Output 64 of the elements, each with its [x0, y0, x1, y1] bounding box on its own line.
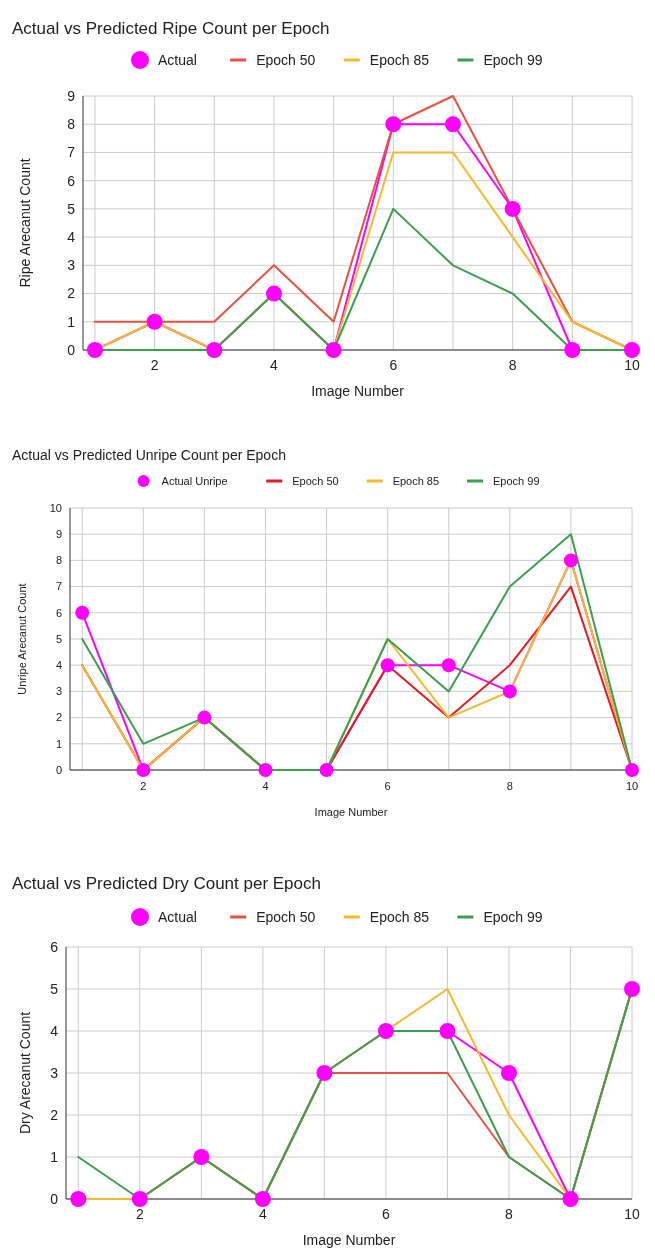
y-tick-label: 3: [50, 1064, 59, 1081]
y-tick-label: 3: [67, 257, 76, 274]
legend-label: Epoch 50: [256, 908, 316, 925]
x-tick-label: 10: [624, 1206, 640, 1222]
y-tick-label: 5: [67, 200, 76, 217]
legend-label: Epoch 50: [292, 474, 339, 487]
y-tick-label: 0: [50, 1190, 59, 1207]
y-tick-label: 0: [67, 341, 76, 358]
y-tick-label: 7: [67, 144, 76, 161]
legend-label: Actual: [158, 51, 197, 68]
x-axis-title: Image Number: [302, 1232, 396, 1248]
y-tick-label: 2: [67, 285, 76, 302]
y-tick-label: 1: [55, 737, 62, 750]
legend-label: Epoch 99: [493, 474, 540, 487]
x-tick-label: 6: [382, 1206, 391, 1222]
y-axis-title: Dry Arecanut Count: [17, 1011, 33, 1135]
legend-label: Epoch 85: [369, 51, 430, 68]
legend-label: Actual: [158, 908, 197, 925]
x-tick-label: 2: [135, 1206, 144, 1222]
y-tick-label: 10: [49, 501, 62, 514]
x-tick-label: 8: [506, 780, 513, 792]
x-tick-label: 4: [258, 1206, 267, 1222]
x-tick-label: 2: [150, 357, 159, 373]
x-tick-label: 2: [140, 780, 147, 792]
legend-label: Actual Unripe: [161, 474, 228, 487]
legend-label: Epoch 99: [483, 51, 543, 68]
y-tick-label: 1: [50, 1148, 59, 1165]
chart-title: Actual vs Predicted Ripe Count per Epoch: [12, 18, 330, 38]
y-tick-label: 5: [50, 980, 59, 997]
y-tick-label: 6: [55, 606, 62, 619]
x-tick-label: 10: [624, 357, 640, 373]
y-tick-label: 5: [55, 632, 62, 645]
x-tick-label: 6: [384, 780, 391, 792]
x-tick-label: 8: [505, 1206, 514, 1222]
y-tick-label: 4: [67, 229, 76, 246]
y-tick-label: 9: [55, 528, 62, 541]
legend-label: Epoch 85: [392, 474, 440, 487]
x-tick-label: 4: [270, 357, 279, 373]
y-tick-label: 6: [50, 938, 59, 955]
legend-label: Epoch 50: [256, 51, 316, 68]
legend-label: Epoch 99: [483, 908, 543, 925]
y-tick-label: 7: [55, 580, 62, 593]
y-tick-label: 3: [55, 685, 62, 698]
x-tick-label: 8: [508, 357, 517, 373]
x-tick-label: 4: [262, 780, 269, 792]
chart-title: Actual vs Predicted Unripe Count per Epoch: [12, 446, 286, 463]
y-tick-label: 2: [55, 711, 62, 724]
y-tick-label: 8: [67, 116, 76, 133]
y-tick-label: 9: [67, 87, 76, 104]
legend-label: Epoch 85: [369, 908, 430, 925]
x-tick-label: 10: [625, 780, 639, 792]
y-axis-title: Unripe Arecanut Count: [16, 583, 28, 695]
x-axis-title: Image Number: [314, 806, 388, 818]
y-tick-label: 6: [67, 172, 76, 189]
y-tick-label: 4: [55, 659, 62, 672]
y-axis-title: Ripe Arecanut Count: [17, 158, 33, 288]
y-tick-label: 1: [67, 313, 76, 330]
x-tick-label: 6: [389, 357, 398, 373]
chart-title: Actual vs Predicted Dry Count per Epoch: [12, 873, 321, 893]
x-axis-title: Image Number: [311, 383, 405, 399]
y-tick-label: 0: [55, 763, 62, 776]
y-tick-label: 4: [50, 1022, 59, 1039]
y-tick-label: 2: [50, 1106, 59, 1123]
y-tick-label: 8: [55, 554, 62, 567]
